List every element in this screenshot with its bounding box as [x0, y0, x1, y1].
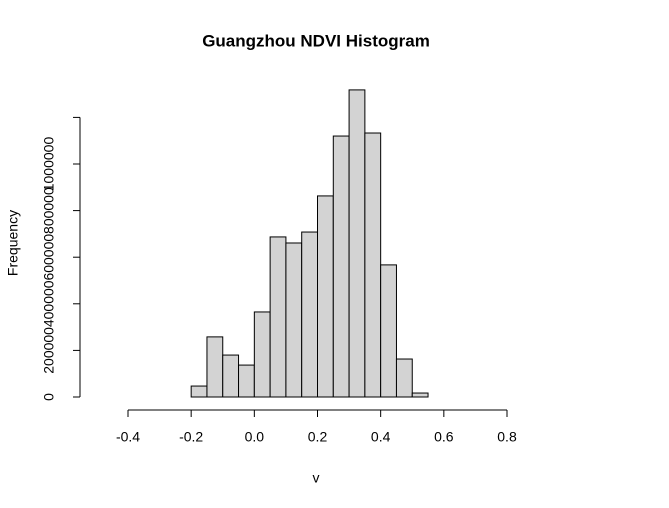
chart-title: Guangzhou NDVI Histogram [202, 31, 430, 50]
bar [190, 385, 208, 398]
y-tick-label: 0 [41, 393, 57, 401]
bar [238, 364, 255, 398]
y-tick-label: 800000 [41, 187, 57, 234]
x-tick-label: -0.2 [179, 429, 203, 445]
bar [317, 195, 334, 398]
bar [364, 132, 382, 398]
bar [222, 354, 240, 398]
bar [269, 236, 287, 398]
bar [206, 336, 224, 398]
x-tick-label: 0.0 [245, 429, 265, 445]
y-tick-label: 1000000 [41, 137, 57, 192]
x-tick-label: 0.6 [434, 429, 454, 445]
bar [285, 242, 303, 398]
bar [253, 311, 271, 398]
bar [395, 358, 413, 398]
y-tick-label: 200000 [41, 327, 57, 374]
x-tick-label: 0.4 [371, 429, 391, 445]
x-axis-label: v [313, 470, 320, 486]
x-tick-label: 0.8 [497, 429, 517, 445]
bar [380, 264, 397, 398]
y-tick-label: 600000 [41, 234, 57, 281]
y-axis-label: Frequency [5, 210, 21, 276]
bar [348, 89, 366, 398]
x-tick-label: 0.2 [308, 429, 328, 445]
bar [411, 392, 429, 398]
bar [301, 231, 319, 398]
y-tick-label: 400000 [41, 280, 57, 327]
x-tick-label: -0.4 [116, 429, 140, 445]
bar [332, 135, 350, 398]
